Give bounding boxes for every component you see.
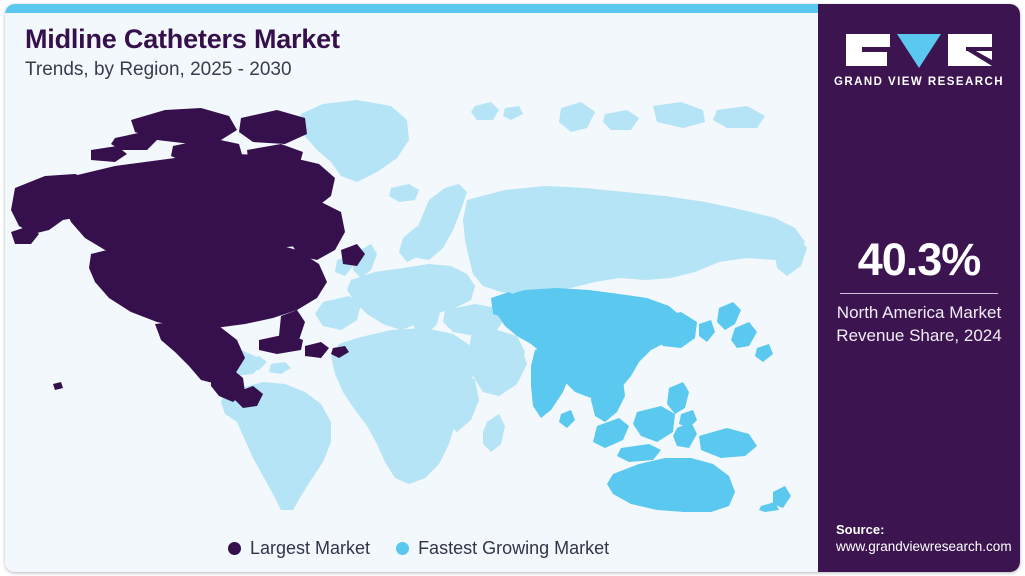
top-accent-bar (5, 4, 818, 13)
legend-item-largest[interactable]: Largest Market (228, 538, 370, 559)
stat-block: 40.3% North America Market Revenue Share… (818, 236, 1020, 348)
stat-value: 40.3% (857, 234, 982, 285)
gvr-logo-icon (846, 34, 992, 68)
title-block: Midline Catheters Market Trends, by Regi… (25, 24, 785, 82)
stat-panel: GRAND VIEW RESEARCH 40.3% North America … (818, 4, 1020, 572)
region-other (211, 100, 807, 510)
region-north-america (11, 108, 365, 408)
stat-caption-line2: Revenue Share, 2024 (836, 326, 1002, 346)
brand-logo[interactable]: GRAND VIEW RESEARCH (818, 32, 1020, 88)
brand-logo-text: GRAND VIEW RESEARCH (833, 76, 1005, 88)
legend-dot-icon (228, 542, 241, 555)
source-label: Source: (836, 522, 885, 537)
source-url[interactable]: www.grandviewresearch.com (836, 539, 1012, 554)
legend-item-fastest[interactable]: Fastest Growing Market (396, 538, 609, 559)
legend: Largest Market Fastest Growing Market (228, 538, 609, 559)
region-asia-pacific (491, 288, 791, 512)
stat-divider (840, 293, 998, 295)
stat-caption-line1: North America Market (836, 303, 1002, 323)
page-title: Midline Catheters Market (25, 24, 340, 54)
infographic-card: Midline Catheters Market Trends, by Regi… (5, 4, 1020, 572)
source-block: Source: www.grandviewresearch.com (836, 522, 1014, 554)
legend-dot-icon (396, 542, 410, 555)
page-subtitle: Trends, by Region, 2025 - 2030 (25, 59, 292, 81)
map-panel: Midline Catheters Market Trends, by Regi… (5, 4, 818, 572)
legend-label: Largest Market (250, 538, 371, 558)
world-map (5, 92, 818, 512)
legend-label: Fastest Growing Market (418, 538, 610, 558)
